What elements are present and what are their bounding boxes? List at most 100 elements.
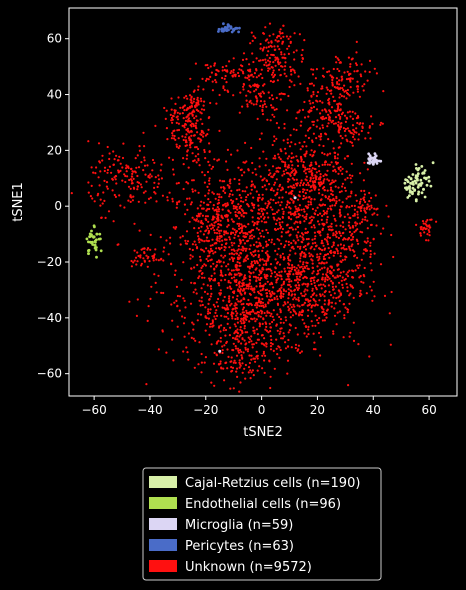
scatter-point-unknown [241,356,244,359]
scatter-point-unknown [364,200,367,204]
scatter-point-microglia [293,196,297,200]
scatter-point-unknown [304,254,307,258]
scatter-point-unknown [138,145,141,148]
scatter-point-cajal-retzius [411,186,415,190]
scatter-point-unknown [225,361,228,364]
scatter-point-unknown [154,281,157,284]
scatter-point-unknown [199,304,202,307]
scatter-point-unknown [224,215,227,218]
scatter-point-unknown [340,247,343,250]
scatter-point-unknown [255,328,258,331]
scatter-point-unknown [172,137,176,140]
scatter-point-unknown [314,212,317,216]
scatter-point-unknown [130,259,133,263]
scatter-point-unknown [312,84,315,87]
scatter-point-unknown [226,168,229,171]
scatter-point-unknown [103,199,106,202]
scatter-point-unknown [297,194,300,197]
scatter-point-unknown [251,216,254,219]
scatter-point-unknown [301,145,304,148]
scatter-point-unknown [272,189,275,192]
scatter-point-unknown [250,102,253,105]
scatter-point-unknown [154,124,157,127]
scatter-point-unknown [149,297,152,300]
scatter-point-unknown [219,336,222,340]
scatter-point-unknown [271,320,274,324]
scatter-point-unknown [214,73,217,77]
scatter-point-unknown [276,313,279,316]
scatter-point-unknown [236,375,239,378]
scatter-point-unknown [291,189,294,193]
scatter-point-unknown [205,323,209,326]
scatter-point-unknown [98,184,101,187]
scatter-point-unknown [290,80,293,83]
scatter-point-unknown [287,240,290,243]
scatter-point-unknown [185,133,188,136]
scatter-point-unknown [303,100,306,104]
scatter-point-unknown [267,50,270,53]
scatter-point-unknown [224,254,227,257]
scatter-point-unknown [223,295,226,299]
scatter-point-unknown [351,249,355,252]
scatter-point-unknown [223,187,226,190]
scatter-point-unknown [266,250,269,253]
scatter-point-unknown [300,60,303,63]
scatter-point-unknown [213,158,216,161]
scatter-point-unknown [331,81,334,84]
scatter-point-unknown [371,213,374,216]
scatter-point-unknown [261,258,264,261]
scatter-point-unknown [350,58,353,61]
scatter-point-unknown [102,191,105,194]
scatter-point-unknown [310,169,313,172]
scatter-point-unknown [279,321,282,324]
scatter-point-unknown [92,171,95,174]
scatter-point-unknown [348,335,351,338]
scatter-point-unknown [226,148,229,151]
scatter-point-unknown [215,264,218,267]
scatter-point-unknown [269,335,272,338]
scatter-point-microglia [367,152,371,156]
scatter-point-unknown [300,160,303,163]
scatter-point-unknown [213,64,216,67]
scatter-point-unknown [266,204,269,207]
scatter-point-unknown [368,70,371,74]
scatter-point-endothelial [94,248,98,252]
scatter-point-unknown [209,285,212,288]
scatter-point-unknown [244,256,247,259]
scatter-point-unknown [127,185,131,188]
scatter-point-unknown [279,204,282,207]
scatter-point-unknown [238,182,241,185]
scatter-point-unknown [356,80,359,83]
y-axis-label: tSNE1 [11,182,26,222]
scatter-point-unknown [301,236,304,239]
scatter-point-unknown [103,179,106,182]
scatter-point-unknown [242,72,245,75]
scatter-point-unknown [276,227,280,231]
scatter-point-unknown [279,189,283,192]
scatter-point-unknown [200,361,203,364]
scatter-point-unknown [253,260,256,263]
scatter-point-unknown [218,229,221,232]
scatter-point-unknown [337,106,340,109]
scatter-point-unknown [113,193,116,197]
scatter-point-unknown [202,132,205,135]
scatter-point-unknown [229,281,232,284]
scatter-point-unknown [351,117,355,120]
scatter-point-cajal-retzius [420,165,424,168]
scatter-point-unknown [311,101,315,104]
scatter-point-unknown [223,180,226,183]
scatter-point-unknown [311,272,314,275]
scatter-point-unknown [321,151,324,154]
scatter-point-unknown [190,281,193,284]
scatter-point-unknown [268,289,271,293]
scatter-point-unknown [247,287,250,290]
scatter-point-unknown [333,99,336,103]
scatter-point-unknown [308,196,311,199]
scatter-point-unknown [338,208,341,211]
scatter-point-unknown [315,68,318,71]
scatter-point-unknown [419,227,423,231]
scatter-point-cajal-retzius [427,179,431,183]
scatter-point-unknown [182,322,186,325]
scatter-point-unknown [314,314,317,317]
scatter-point-unknown [211,244,214,247]
